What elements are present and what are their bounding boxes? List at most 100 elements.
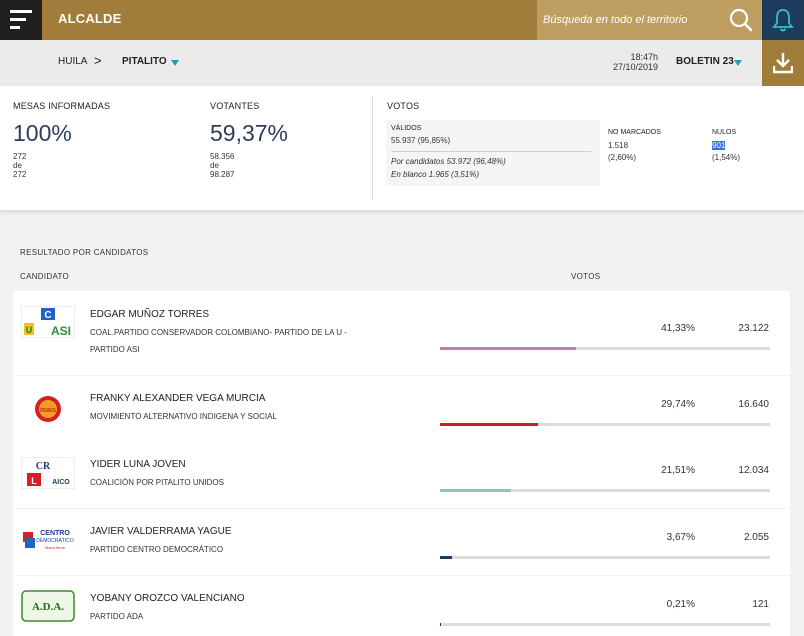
chevron-down-icon[interactable] [734,60,742,66]
report-timestamp: 18:47h 27/10/2019 [590,52,658,72]
party-line: PARTIDO ASI [90,345,140,354]
candidate-card[interactable]: C U ASI EDGAR MUÑOZ TORRES COAL.PARTIDO … [13,291,790,375]
mesas-de: de [13,161,22,170]
candidate-card[interactable]: CENTRO DEMOCRÁTICO Mano firme JAVIER VAL… [13,509,790,575]
search-box [537,0,762,40]
candidate-card[interactable]: A.D.A. YOBANY OROZCO VALENCIANO PARTIDO … [13,576,790,636]
progress-bar [440,623,770,626]
party-logo: mais [21,393,75,425]
svg-text:C: C [44,310,51,321]
stats-panel: MESAS INFORMADAS 100% 272 de 272 VOTANTE… [0,86,804,210]
por-candidatos: Por candidatos 53.972 (96,48%) [391,157,506,166]
progress-bar [440,347,770,350]
candidate-percent: 0,21% [666,599,695,610]
svg-text:AICO: AICO [52,479,70,486]
candidate-votes: 23.122 [738,323,769,334]
candidate-name: FRANKY ALEXANDER VEGA MURCIA [90,393,266,404]
svg-text:CENTRO: CENTRO [40,530,70,537]
progress-fill [440,489,511,492]
svg-text:U: U [26,325,33,335]
en-blanco: En blanco 1.965 (3,51%) [391,170,480,179]
no-marcados-pct: (2,60%) [608,153,637,162]
search-input[interactable] [543,10,723,30]
candidate-card[interactable]: mais FRANKY ALEXANDER VEGA MURCIA MOVIMI… [13,376,790,442]
mesas-detail: 272 de 272 [13,152,26,179]
candidate-card[interactable]: CR L AICO YIDER LUNA JOVEN COALICIÓN POR… [13,442,790,508]
validos-box: VÁLIDOS 55.937 (95,85%) Por candidatos 5… [386,120,600,186]
report-date: 27/10/2019 [612,62,658,72]
page-title: ALCALDE [58,11,122,26]
section-title: RESULTADO POR CANDIDATOS [20,248,149,257]
party-logo: A.D.A. [21,590,75,622]
svg-text:CR: CR [36,461,51,472]
party-logo: CR L AICO [21,457,75,489]
svg-text:mais: mais [40,407,56,414]
top-bar: ALCALDE [0,0,804,40]
candidate-name: JAVIER VALDERRAMA YAGUE [90,526,232,537]
no-marcados-label: NO MARCADOS [608,129,661,136]
column-header-votes: VOTOS [571,272,601,281]
svg-text:ASI: ASI [51,324,71,338]
party-logo: C U ASI [21,306,75,338]
svg-text:L: L [31,476,37,486]
mesas-total: 272 [13,170,27,179]
progress-bar [440,489,770,492]
breadcrumb-bar: HUILA > PITALITO 18:47h 27/10/2019 BOLET… [0,40,804,86]
bell-icon [772,9,794,32]
progress-bar [440,423,770,426]
breadcrumb-pitalito[interactable]: PITALITO [122,56,167,67]
nulos-value: 901 [712,141,726,150]
bulletin-select[interactable]: BOLETIN 23 [676,56,734,67]
chevron-down-icon[interactable] [171,60,179,66]
validos-label: VÁLIDOS [391,125,422,132]
no-marcados-value: 1.518 [608,141,629,150]
svg-text:DEMOCRÁTICO: DEMOCRÁTICO [36,537,74,544]
download-icon [773,53,793,74]
download-button[interactable] [762,40,804,86]
votantes-total: 98.287 [210,170,235,179]
breadcrumb-huila[interactable]: HUILA [58,56,88,67]
candidate-percent: 41,33% [661,323,695,334]
divider [391,151,591,152]
candidate-votes: 12.034 [738,465,769,476]
progress-bar [440,556,770,559]
votantes-percent: 59,37% [210,120,289,146]
candidate-name: YIDER LUNA JOVEN [90,459,186,470]
votantes-label: VOTANTES [210,101,260,111]
candidate-votes: 121 [752,599,769,610]
candidate-percent: 21,51% [661,465,695,476]
progress-fill [440,556,452,559]
votos-label: VOTOS [387,101,420,111]
report-time: 18:47h [630,52,658,62]
mesas-label: MESAS INFORMADAS [13,101,111,111]
nulos-pct: (1,54%) [712,153,741,162]
nulos-label: NULOS [712,129,737,136]
notifications-button[interactable] [762,0,804,40]
validos-value: 55.937 (95,85%) [391,136,451,145]
candidate-votes: 16.640 [738,399,769,410]
candidate-percent: 29,74% [661,399,695,410]
search-icon[interactable] [727,6,755,34]
candidate-party: COALICIÓN POR PITALITO UNIDOS [90,478,224,487]
svg-text:A.D.A.: A.D.A. [32,601,64,613]
party-line: COAL.PARTIDO CONSERVADOR COLOMBIANO- PAR… [90,328,347,337]
candidate-party: PARTIDO ADA [90,612,144,621]
candidate-party: COAL.PARTIDO CONSERVADOR COLOMBIANO- PAR… [90,324,390,358]
mesas-num: 272 [13,152,27,161]
breadcrumb-separator: > [94,53,102,68]
candidate-party: MOVIMIENTO ALTERNATIVO INDIGENA Y SOCIAL [90,412,277,421]
candidate-name: YOBANY OROZCO VALENCIANO [90,593,245,604]
votantes-detail: 58.356 de 98.287 [210,152,234,179]
divider [372,96,373,200]
candidate-party: PARTIDO CENTRO DEMOCRÁTICO [90,545,224,554]
column-header-candidate: CANDIDATO [20,272,70,281]
progress-fill [440,423,538,426]
progress-fill [440,347,576,350]
candidate-votes: 2.055 [743,532,769,543]
candidate-name: EDGAR MUÑOZ TORRES [90,309,210,320]
votantes-de: de [210,161,219,170]
candidate-percent: 3,67% [666,532,695,543]
party-logo: CENTRO DEMOCRÁTICO Mano firme [21,524,75,556]
hamburger-icon[interactable] [0,0,42,40]
progress-fill [440,623,441,626]
